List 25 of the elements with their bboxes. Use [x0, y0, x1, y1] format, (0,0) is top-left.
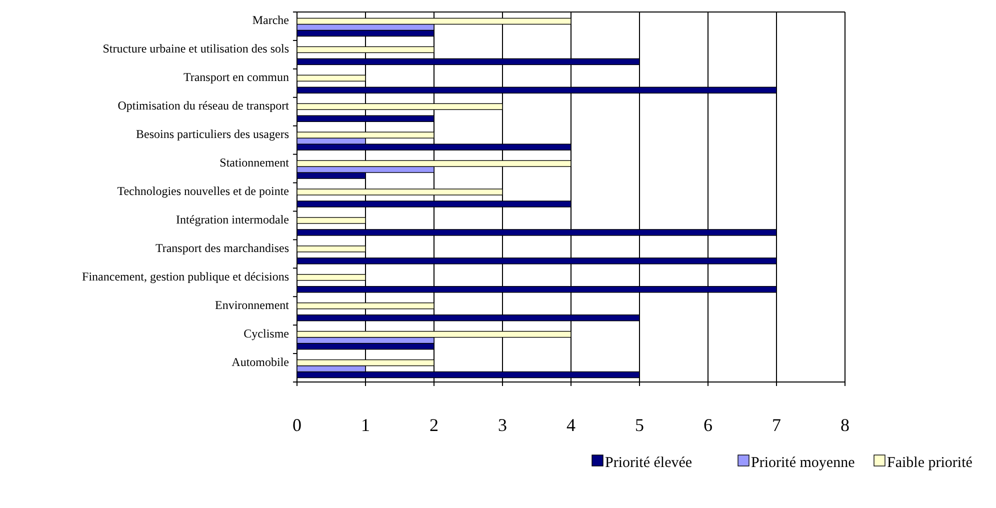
y-tick-label: Marche	[252, 13, 289, 28]
y-tick-label: Stationnement	[220, 156, 290, 170]
x-tick-label: 0	[292, 415, 302, 435]
x-tick-label: 3	[498, 415, 507, 435]
y-tick-label: Intégration intermodale	[176, 212, 289, 226]
y-tick-label: Financement, gestion publique et décisions	[82, 269, 290, 284]
y-tick-label: Optimisation du réseau de transport	[118, 98, 290, 113]
y-tick-label: Technologies nouvelles et de pointe	[117, 184, 289, 198]
y-tick-label: Automobile	[232, 354, 289, 369]
x-tick-label: 7	[772, 415, 781, 435]
x-tick-label: 1	[361, 415, 370, 435]
y-tick-label: Cyclisme	[244, 326, 289, 340]
y-tick-label: Besoins particuliers des usagers	[136, 127, 290, 142]
legend-label: Priorité élevée	[605, 455, 692, 471]
y-tick-label: Transport des marchandises	[155, 240, 290, 255]
legend-label: Faible priorité	[887, 455, 973, 471]
x-tick-label: 4	[566, 415, 576, 435]
y-tick-label: Environnement	[215, 298, 290, 312]
y-tick-label: Structure urbaine et utilisation des sols	[102, 42, 290, 56]
x-tick-label: 8	[840, 415, 850, 435]
legend-label: Priorité moyenne	[751, 455, 856, 471]
x-tick-label: 2	[430, 415, 438, 435]
x-tick-label: 6	[704, 415, 712, 435]
y-tick-label: Transport en commun	[183, 70, 289, 84]
x-tick-label: 5	[635, 415, 644, 435]
